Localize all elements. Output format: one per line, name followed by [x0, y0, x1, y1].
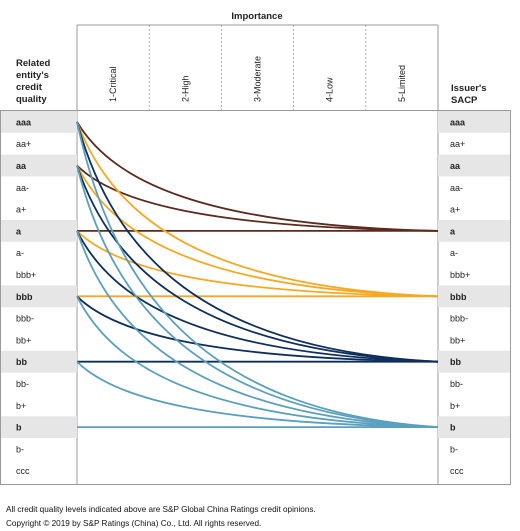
link-aaa-to-bb	[76, 121, 439, 363]
right-rating-label: a-	[450, 248, 458, 258]
left-rating-label: a+	[16, 205, 26, 215]
link-a-to-b	[76, 230, 439, 428]
link-a-to-bb	[76, 230, 439, 363]
rating-linkage-diagram: Importance Related entity's credit quali…	[0, 11, 511, 485]
issuer-sacp-header-line: SACP	[451, 95, 478, 106]
left-rating-label: b	[16, 423, 22, 433]
link-aa-to-bb	[76, 165, 439, 363]
left-rating-label: aa-	[16, 183, 29, 193]
right-rating-label: b-	[450, 444, 458, 454]
left-rating-label: bbb-	[16, 314, 34, 324]
right-rating-label: b+	[450, 401, 460, 411]
left-rating-label: ccc	[16, 466, 30, 476]
row-highlight-left	[1, 350, 77, 373]
footnote-copyright: Copyright © 2019 by S&P Ratings (China) …	[6, 519, 262, 528]
link-aaa-to-bbb	[76, 121, 439, 298]
right-rating-label: bbb	[450, 292, 467, 302]
link-bbb-to-bb	[76, 295, 439, 363]
diagram-frame	[0, 110, 511, 485]
issuer-sacp-header: Issuer's SACP	[451, 83, 487, 106]
related-entity-header-line: credit	[16, 82, 43, 93]
importance-column-label: 5-Limited	[397, 65, 407, 102]
footnote-disclaimer: All credit quality levels indicated abov…	[6, 505, 316, 514]
right-rating-label: a	[450, 226, 456, 236]
row-highlight-right	[438, 111, 510, 133]
link-bbb-to-b	[76, 295, 439, 428]
related-entity-header-line: entity's	[16, 70, 49, 81]
right-rating-label: ccc	[450, 466, 464, 476]
row-highlight-right	[438, 154, 510, 177]
right-rating-label: aa-	[450, 183, 463, 193]
link-aa-to-b	[76, 165, 439, 428]
right-rating-label: bb+	[450, 335, 465, 345]
right-rating-label: bb	[450, 357, 461, 367]
right-rating-label: bbb+	[450, 270, 470, 280]
link-aa-to-a	[76, 164, 439, 232]
left-rating-label: bb	[16, 357, 27, 367]
row-highlight-left	[1, 111, 77, 133]
related-entity-header-line: Related	[16, 58, 51, 69]
right-rating-label: bbb-	[450, 314, 468, 324]
right-rating-label: b	[450, 423, 456, 433]
row-highlight-left	[1, 416, 77, 438]
left-rating-label: a-	[16, 248, 24, 258]
row-highlight-right	[438, 350, 510, 373]
left-rating-label: a	[16, 226, 22, 236]
importance-column-label: 4-Low	[325, 77, 335, 102]
row-highlight-right	[438, 220, 510, 242]
importance-header: Importance	[231, 11, 282, 22]
row-highlight-left	[1, 220, 77, 242]
row-highlight-left	[1, 154, 77, 177]
importance-column-label: 3-Moderate	[253, 56, 263, 102]
link-aa-to-bbb	[76, 165, 439, 298]
right-rating-label: aaa	[450, 117, 466, 127]
left-rating-label: bb+	[16, 335, 31, 345]
link-a-to-bbb	[76, 230, 439, 298]
left-rating-label: aaa	[16, 117, 32, 127]
left-rating-label: b-	[16, 444, 24, 454]
left-rating-label: b+	[16, 401, 26, 411]
right-rating-label: a+	[450, 205, 460, 215]
importance-column-label: 1-Critical	[108, 66, 118, 102]
row-highlight-left	[1, 285, 77, 308]
row-highlight-right	[438, 416, 510, 438]
left-rating-label: bbb	[16, 292, 33, 302]
related-entity-header: Related entity's credit quality	[16, 58, 51, 105]
issuer-sacp-header-line: Issuer's	[451, 83, 487, 94]
importance-column-label: 2-High	[180, 75, 190, 102]
right-rating-label: aa+	[450, 139, 465, 149]
left-rating-label: aa+	[16, 139, 31, 149]
row-highlight-right	[438, 285, 510, 308]
link-bb-to-b	[76, 361, 439, 428]
right-rating-label: aa	[450, 161, 461, 171]
right-rating-label: bb-	[450, 379, 463, 389]
left-rating-label: bbb+	[16, 270, 36, 280]
left-rating-label: bb-	[16, 379, 29, 389]
link-aaa-to-b	[76, 121, 439, 428]
related-entity-header-line: quality	[16, 94, 47, 105]
link-aaa-to-a	[76, 121, 439, 232]
left-rating-label: aa	[16, 161, 27, 171]
